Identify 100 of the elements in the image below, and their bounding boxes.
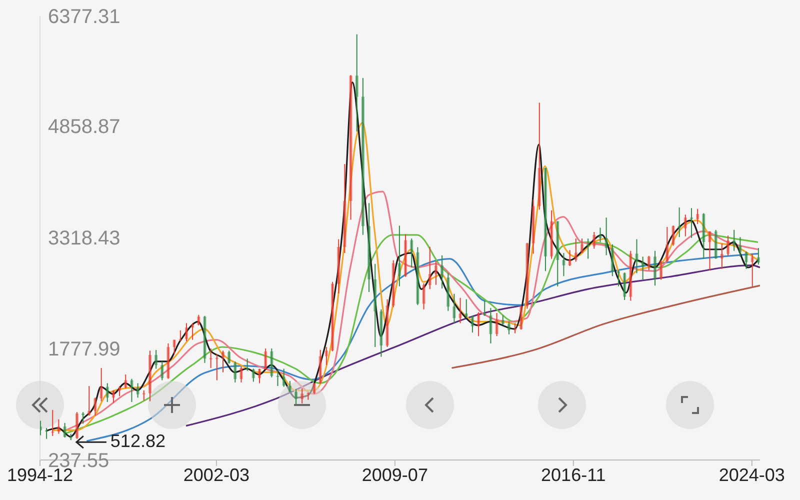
candlestick [130,378,134,402]
x-tick-label: 2009-07 [362,464,428,485]
candlestick [276,370,280,387]
candlestick [374,263,377,348]
candlestick [714,229,718,260]
candlestick [641,256,644,280]
line-series [185,264,760,427]
x-tick-label: 2016-11 [541,464,606,485]
candlestick [349,74,352,220]
candlestick [708,230,712,271]
candlestick [172,339,176,355]
candlestick [507,321,510,335]
candlestick [306,392,310,400]
candlestick [477,312,480,337]
candlestick [191,322,194,340]
candlestick [428,246,432,290]
candlestick [720,243,724,270]
candlestick [380,308,383,358]
candlestick [452,293,456,324]
candlestick [63,422,66,438]
candlestick [264,348,268,370]
candlestick [756,247,760,266]
candlestick [154,349,158,370]
candlestick [82,412,85,424]
candlestick [726,235,730,256]
candlestick [440,254,444,289]
candlestick [483,300,486,316]
candlestick [604,217,608,256]
candlestick [653,250,656,286]
y-tick-label: 4858.87 [48,116,120,138]
candlestick [252,368,255,382]
candlestick [623,272,626,301]
candlestick [184,322,188,342]
candlestick [288,380,292,392]
candlestick [69,433,72,441]
candlestick [660,260,663,280]
candlestick [684,214,687,237]
candlestick [234,360,237,383]
annotation: 512.82 [110,430,166,451]
candlestick [337,238,340,294]
candlestick [732,229,736,252]
candlestick [331,281,334,352]
candlestick [574,238,578,262]
candlestick [118,386,122,397]
candlestick [100,367,103,402]
candlestick [94,397,97,416]
candlestick [209,348,212,368]
candlestick [398,225,401,287]
candlestick [106,382,109,402]
candlestick [666,226,669,262]
candlestick [416,246,420,306]
candlestick [88,386,91,416]
candlestick [178,330,182,342]
candlestick [392,260,395,308]
candlestick [562,252,566,277]
candlestick [526,242,529,310]
candlestick [550,210,554,260]
candlestick [458,297,462,324]
candlestick [532,198,535,254]
candlestick [203,315,206,364]
candlestick [355,34,358,132]
candlestick [556,220,560,287]
candlestick [410,238,414,268]
candlestick [446,272,450,312]
candlestick [197,314,200,326]
y-tick-label: 3318.43 [48,227,120,250]
candlestick [495,312,498,337]
candlestick [629,250,632,302]
candlestick [124,374,128,389]
candlestick [580,238,584,254]
candlestick [386,298,389,348]
candlestick [246,358,249,372]
candlestick [696,208,700,225]
candlestick [136,382,140,398]
candlestick [361,77,364,236]
candlestick [568,250,572,267]
candlestick [258,368,261,384]
candlestick [300,388,304,404]
candlestick [142,390,146,402]
candlestick [228,350,231,364]
candlestick [501,314,504,326]
candlestick [148,350,152,402]
candlestick [215,354,218,381]
candlestick [538,102,541,210]
y-tick-label: 6377.31 [48,6,120,28]
candlestick [166,342,170,380]
candlestick [324,346,328,366]
candlestick [422,282,426,310]
candlestick [240,366,243,383]
candlestick [744,251,748,270]
candlestick [57,418,60,434]
line-series [450,284,760,369]
candlestick [690,208,693,238]
y-tick-label: 1777.99 [48,338,120,361]
candlestick [635,238,638,274]
candlestick [586,238,590,260]
candlestick [404,234,408,278]
candlestick [112,390,115,404]
candlestick [434,260,438,286]
candlestick [312,382,316,395]
